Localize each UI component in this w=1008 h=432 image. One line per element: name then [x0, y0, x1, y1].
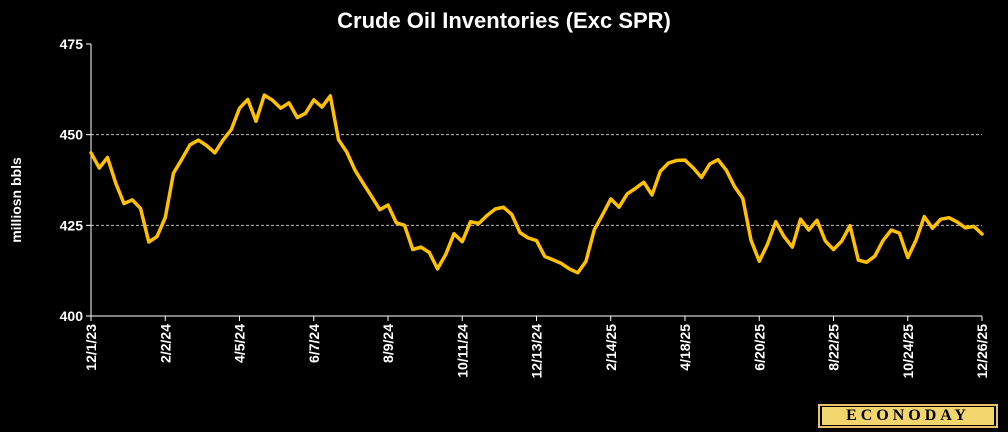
x-tick-label-10: 8/22/25 [826, 324, 842, 371]
x-tick-label-5: 10/11/24 [454, 324, 470, 378]
y-tick-label-450: 450 [60, 127, 84, 143]
gridlines [91, 134, 982, 226]
series-layer [89, 93, 984, 275]
y-tick-label-400: 400 [60, 308, 84, 324]
x-tick-label-4: 8/9/24 [380, 324, 396, 363]
x-tick-label-1: 2/2/24 [157, 324, 173, 363]
x-tick-label-3: 6/7/24 [306, 324, 322, 363]
y-tick-label-475: 475 [60, 36, 84, 52]
x-tick-label-9: 6/20/25 [751, 324, 767, 371]
chart-title: Crude Oil Inventories (Exc SPR) [337, 8, 671, 33]
x-tick-label-0: 12/1/23 [83, 324, 99, 371]
x-tick-label-7: 2/14/25 [603, 324, 619, 371]
x-tick-labels: 12/1/23 2/2/24 4/5/24 6/7/24 8/9/24 10/11/24 1… [83, 324, 990, 379]
series-line-0 [89, 93, 984, 275]
x-tick-label-2: 4/5/24 [232, 324, 248, 363]
x-tick-label-8: 4/18/25 [677, 324, 693, 371]
y-tick-label-425: 425 [60, 217, 84, 233]
x-tick-label-12: 12/26/25 [974, 324, 990, 379]
axes [86, 43, 983, 321]
x-tick-label-6: 12/13/24 [529, 324, 545, 379]
econoday-logo: ECONODAY [818, 404, 998, 428]
x-tick-label-11: 10/24/25 [900, 324, 916, 379]
logo-text: ECONODAY [822, 407, 994, 425]
y-tick-labels: 400 425 450 475 [60, 36, 84, 324]
